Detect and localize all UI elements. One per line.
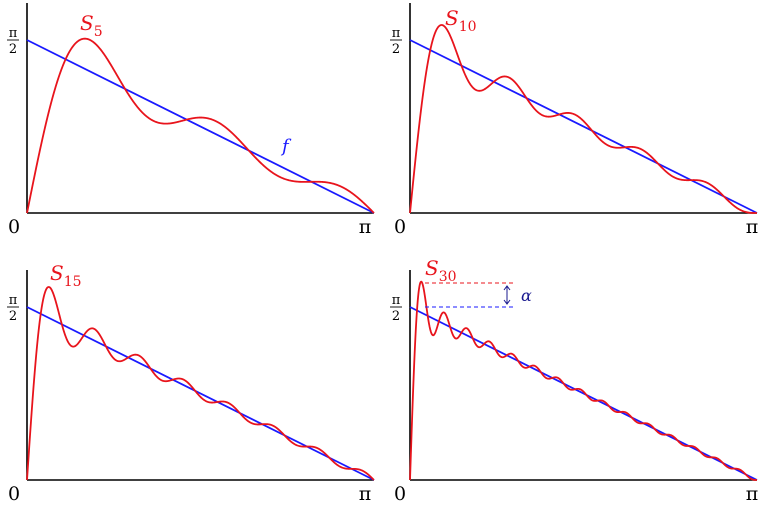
x-tick-label-0: 0 xyxy=(8,216,20,238)
series-label-S5: S5 xyxy=(80,11,103,40)
overshoot-arrow-head-down xyxy=(503,299,511,305)
overshoot-arrow-head-up xyxy=(503,285,511,291)
x-tick-label-0: 0 xyxy=(8,483,20,505)
y-tick-label-numerator: π xyxy=(392,293,401,308)
y-tick-label-denominator: 2 xyxy=(392,309,400,324)
y-tick-label-denominator: 2 xyxy=(392,42,400,57)
series-S15-line xyxy=(26,286,375,481)
series-label-S15: S15 xyxy=(50,261,82,290)
y-tick-label-numerator: π xyxy=(9,26,18,41)
y-tick-label-denominator: 2 xyxy=(9,309,17,324)
x-tick-label-pi: π xyxy=(359,483,372,505)
x-tick-label-0: 0 xyxy=(394,216,406,238)
series-f-line xyxy=(409,39,758,214)
y-tick-label-denominator: 2 xyxy=(9,42,17,57)
series-S30-line xyxy=(409,280,757,481)
series-label-S30: S30 xyxy=(425,256,457,285)
overshoot-alpha-label: α xyxy=(521,286,532,305)
series-f-line xyxy=(26,39,375,214)
series-S5-line xyxy=(26,37,375,214)
series-f-line xyxy=(26,306,375,481)
y-tick-label-numerator: π xyxy=(392,26,401,41)
series-S10-line xyxy=(409,24,757,214)
x-tick-label-pi: π xyxy=(746,216,759,238)
x-tick-label-0: 0 xyxy=(394,483,406,505)
x-tick-label-pi: π xyxy=(746,483,759,505)
y-tick-label-numerator: π xyxy=(9,293,18,308)
series-label-S10: S10 xyxy=(445,6,477,35)
series-label-f: f xyxy=(280,136,292,157)
x-tick-label-pi: π xyxy=(359,216,372,238)
